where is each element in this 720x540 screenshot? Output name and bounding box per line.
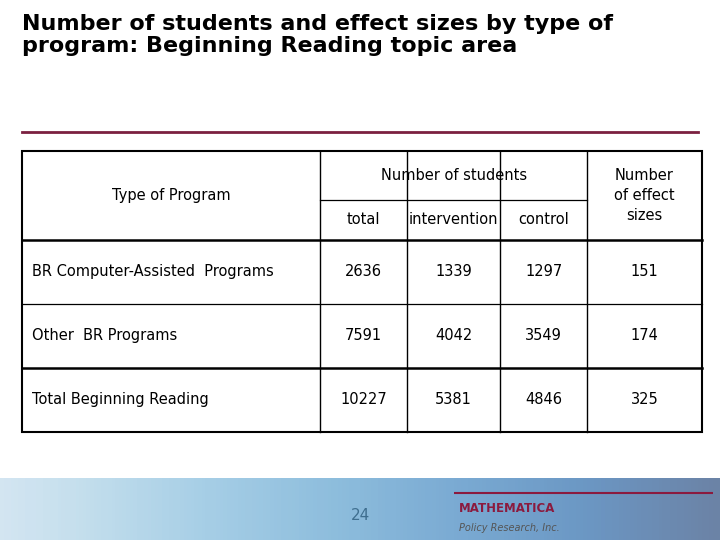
Text: Number of students: Number of students bbox=[381, 168, 526, 183]
Text: 1339: 1339 bbox=[435, 264, 472, 279]
Text: 151: 151 bbox=[631, 264, 658, 279]
Text: MATHEMATICA: MATHEMATICA bbox=[459, 502, 555, 515]
Text: 174: 174 bbox=[631, 328, 658, 343]
Text: Policy Research, Inc.: Policy Research, Inc. bbox=[459, 523, 559, 533]
Text: 5381: 5381 bbox=[435, 393, 472, 408]
Text: 10227: 10227 bbox=[341, 393, 387, 408]
Text: Number
of effect
sizes: Number of effect sizes bbox=[614, 168, 675, 222]
Text: total: total bbox=[347, 212, 380, 227]
Text: 325: 325 bbox=[631, 393, 658, 408]
Text: 7591: 7591 bbox=[345, 328, 382, 343]
Text: 4042: 4042 bbox=[435, 328, 472, 343]
Text: 1297: 1297 bbox=[525, 264, 562, 279]
Text: Type of Program: Type of Program bbox=[112, 188, 230, 203]
Text: Total Beginning Reading: Total Beginning Reading bbox=[32, 393, 209, 408]
Text: 2636: 2636 bbox=[345, 264, 382, 279]
Text: 4846: 4846 bbox=[525, 393, 562, 408]
Text: Other  BR Programs: Other BR Programs bbox=[32, 328, 178, 343]
Text: intervention: intervention bbox=[409, 212, 498, 227]
Text: 3549: 3549 bbox=[525, 328, 562, 343]
Text: BR Computer-Assisted  Programs: BR Computer-Assisted Programs bbox=[32, 264, 274, 279]
Text: 24: 24 bbox=[351, 508, 369, 523]
Bar bbox=[22, 151, 702, 432]
Text: Number of students and effect sizes by type of
program: Beginning Reading topic : Number of students and effect sizes by t… bbox=[22, 14, 613, 56]
Text: control: control bbox=[518, 212, 569, 227]
